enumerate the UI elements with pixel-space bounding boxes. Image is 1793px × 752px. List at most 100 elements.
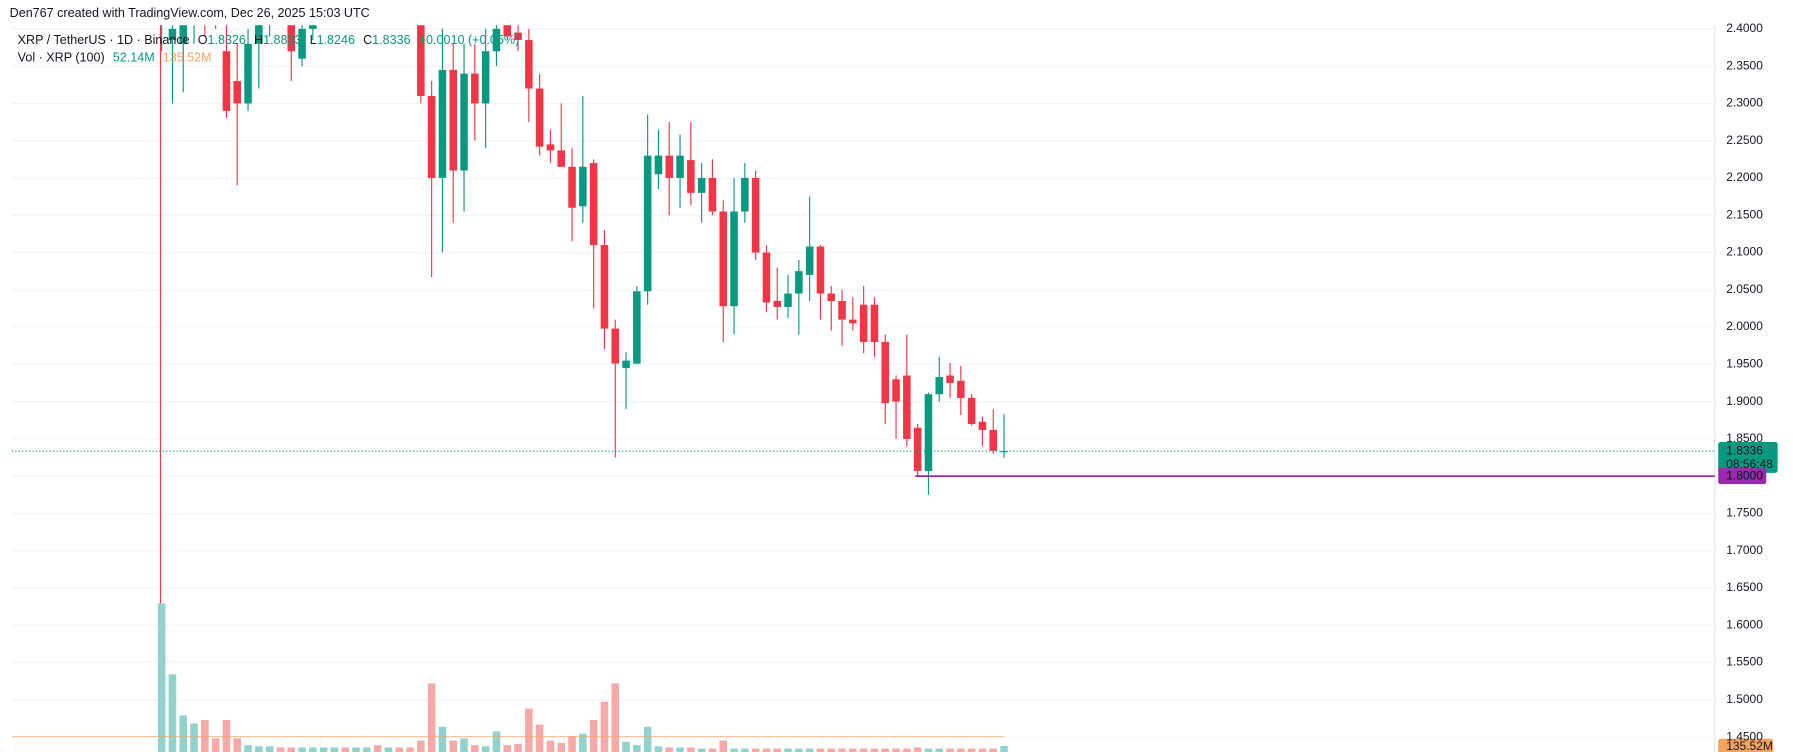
volume-bar: [330, 747, 339, 752]
candle-body: [762, 252, 771, 303]
volume-bar: [276, 747, 285, 752]
volume-bar: [352, 747, 360, 752]
y-tick-label: 2.4000: [1726, 21, 1763, 35]
candle-body: [611, 328, 620, 364]
y-tick-label: 1.7000: [1726, 543, 1763, 557]
candle-body: [525, 40, 533, 89]
volume-name: Vol · XRP (100): [18, 51, 105, 65]
candle-body: [827, 293, 836, 301]
volume-bar: [849, 748, 857, 752]
h-label: H: [254, 33, 263, 47]
volume-bar: [633, 745, 641, 752]
candle-body: [514, 32, 522, 41]
volume-bar: [924, 748, 933, 752]
volume-bar: [643, 726, 652, 752]
volume-bar: [665, 747, 674, 752]
candle-body: [773, 300, 782, 307]
candle-body: [665, 155, 674, 178]
candle-body: [687, 160, 695, 193]
horizontal-line-box: [1718, 468, 1767, 485]
symbol: XRP / TetherUS · 1D · Binance: [18, 33, 190, 47]
candle-body: [168, 28, 177, 41]
volume-bar: [514, 744, 522, 752]
volume-bar: [233, 738, 242, 752]
candle-body: [859, 304, 868, 342]
candle-body: [805, 246, 814, 275]
volume-bar: [762, 748, 771, 752]
legend: XRP / TetherUS · 1D · Binance O1.8326 H1…: [18, 33, 520, 47]
volume-bar: [870, 748, 879, 752]
candle-body: [741, 177, 749, 212]
y-tick-label: 1.5000: [1726, 692, 1763, 706]
header-bar: [0, 0, 1793, 26]
countdown: 08:56:48: [1726, 457, 1773, 471]
volume-bar: [1000, 746, 1008, 752]
volume-bar: [319, 747, 328, 752]
y-tick-label: 2.2000: [1726, 170, 1763, 184]
volume-ma: 135.52M: [163, 51, 212, 65]
l-label: L: [310, 33, 317, 47]
volume-bar: [600, 701, 609, 752]
volume-bar: [795, 748, 803, 752]
volume-bar: [816, 748, 825, 752]
candle-body: [287, 25, 296, 52]
volume-bar: [265, 746, 274, 752]
candle-body: [309, 25, 317, 29]
volume-bar: [719, 740, 728, 752]
volume-bar: [741, 748, 749, 752]
volume-bar: [255, 746, 263, 752]
candle-body: [989, 429, 998, 451]
candle-body: [233, 81, 242, 104]
candle-body: [503, 25, 512, 37]
candle-body: [471, 73, 479, 104]
volume-bar: [363, 747, 371, 752]
candle-body: [557, 150, 566, 167]
volume-bar: [773, 748, 782, 752]
volume-bar: [568, 736, 576, 752]
candle-body: [568, 166, 576, 208]
candle-body: [816, 246, 825, 294]
candle-body: [924, 394, 933, 471]
y-tick-label: 2.0500: [1726, 282, 1763, 296]
volume-bar: [525, 708, 533, 752]
candle-body: [730, 211, 738, 307]
candle-body: [881, 341, 890, 404]
volume-bar: [957, 748, 965, 752]
volume-bar: [471, 745, 479, 752]
candle-body: [535, 88, 544, 147]
volume-bar: [654, 746, 663, 752]
candle-body: [417, 25, 425, 96]
candle-body: [978, 421, 987, 430]
y-tick-label: 1.6000: [1726, 617, 1763, 631]
candle-body: [967, 397, 976, 424]
candle-body: [222, 51, 231, 111]
y-tick-label: 1.9500: [1726, 357, 1763, 371]
candle-body: [244, 43, 252, 104]
candle-body: [708, 177, 717, 212]
candle-body: [935, 377, 944, 395]
volume-bar: [805, 748, 814, 752]
volume-bar: [622, 741, 630, 752]
candle-body: [654, 155, 663, 175]
candle-body: [838, 300, 846, 320]
volume-bar: [492, 731, 501, 752]
candle-body: [643, 155, 652, 292]
candle-body: [946, 375, 954, 383]
candle-body: [633, 291, 641, 364]
volume-bar: [449, 740, 458, 752]
candle-body: [676, 155, 684, 178]
volume-bar: [579, 733, 587, 752]
candle-body: [579, 166, 587, 207]
candle-body: [481, 51, 490, 104]
candle-body: [449, 69, 458, 171]
candle-body: [600, 245, 609, 329]
volume-bar: [503, 745, 512, 752]
volume-bar: [751, 748, 760, 752]
volume-bar: [438, 726, 447, 752]
candle-body: [697, 177, 706, 193]
y-tick-label: 1.8000: [1726, 468, 1763, 482]
o-value: 1.8326: [207, 33, 245, 47]
last-price-box: [1718, 441, 1778, 473]
